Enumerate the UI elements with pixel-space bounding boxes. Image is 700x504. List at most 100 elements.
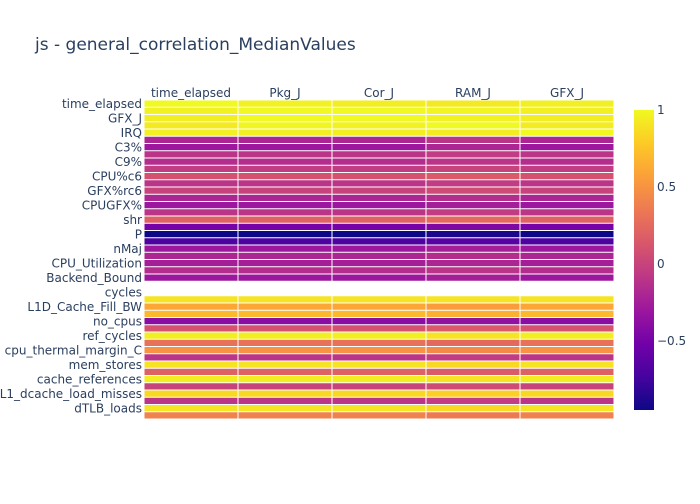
heatmap-cell bbox=[238, 172, 332, 180]
heatmap-cell bbox=[332, 375, 426, 383]
heatmap-cell bbox=[426, 158, 520, 166]
heatmap-cell bbox=[144, 150, 238, 158]
column-label: RAM_J bbox=[455, 86, 491, 100]
heatmap-cell bbox=[238, 346, 332, 354]
row-label: CPUGFX% bbox=[82, 199, 142, 213]
column-labels: time_elapsed Pkg_J Cor_J RAM_J GFX_J bbox=[151, 86, 584, 100]
heatmap-cell bbox=[144, 324, 238, 332]
heatmap-cell bbox=[520, 208, 614, 216]
heatmap-cell bbox=[426, 179, 520, 187]
heatmap-cell bbox=[144, 121, 238, 129]
row-label: shr bbox=[123, 213, 142, 227]
heatmap-cell bbox=[332, 332, 426, 340]
heatmap-cell bbox=[426, 317, 520, 325]
heatmap-cell bbox=[520, 245, 614, 253]
heatmap-cell bbox=[520, 100, 614, 108]
heatmap-cell bbox=[426, 303, 520, 311]
row-label: P bbox=[135, 228, 142, 242]
heatmap-cell bbox=[144, 390, 238, 398]
heatmap-cell bbox=[144, 223, 238, 231]
heatmap-cell bbox=[520, 295, 614, 303]
row-label: ref_cycles bbox=[82, 329, 142, 343]
heatmap-cell bbox=[426, 121, 520, 129]
row-label: IRQ bbox=[121, 126, 142, 140]
heatmap-cell bbox=[144, 194, 238, 202]
colorbar-tick-label: 0.5 bbox=[657, 180, 676, 194]
heatmap-cell bbox=[332, 194, 426, 202]
heatmap-cell bbox=[332, 361, 426, 369]
heatmap-cell bbox=[144, 411, 238, 419]
heatmap-cell bbox=[520, 114, 614, 122]
heatmap-cell bbox=[520, 223, 614, 231]
heatmap-cell bbox=[238, 317, 332, 325]
heatmap-cell bbox=[144, 100, 238, 108]
heatmap-cell bbox=[238, 230, 332, 238]
heatmap-cell bbox=[332, 172, 426, 180]
heatmap-cell bbox=[520, 158, 614, 166]
heatmap-cell bbox=[144, 274, 238, 282]
heatmap-cell bbox=[332, 266, 426, 274]
heatmap-cell bbox=[520, 121, 614, 129]
heatmap-cell bbox=[144, 201, 238, 209]
heatmap-cell bbox=[238, 121, 332, 129]
heatmap-cell bbox=[520, 201, 614, 209]
heatmap-cell bbox=[144, 382, 238, 390]
heatmap-cell bbox=[332, 317, 426, 325]
heatmap-cell bbox=[332, 237, 426, 245]
heatmap-cell bbox=[238, 136, 332, 144]
heatmap-cell bbox=[520, 252, 614, 260]
heatmap-cell bbox=[144, 129, 238, 137]
row-label: cycles bbox=[105, 286, 142, 300]
heatmap-cell bbox=[332, 252, 426, 260]
heatmap-cell bbox=[426, 100, 520, 108]
row-label: L1D_Cache_Fill_BW bbox=[27, 300, 142, 314]
heatmap-cell bbox=[332, 143, 426, 151]
heatmap-cell bbox=[238, 165, 332, 173]
colorbar-tick-label: −0.5 bbox=[657, 334, 686, 348]
heatmap-cell bbox=[238, 194, 332, 202]
heatmap-cell bbox=[426, 187, 520, 195]
heatmap-cell bbox=[144, 266, 238, 274]
row-label: mem_stores bbox=[69, 358, 142, 372]
heatmap-cell bbox=[520, 375, 614, 383]
heatmap-cell bbox=[238, 158, 332, 166]
chart-title: js - general_correlation_MedianValues bbox=[34, 35, 356, 55]
heatmap-cell bbox=[144, 187, 238, 195]
heatmap-cell bbox=[144, 368, 238, 376]
heatmap-cell bbox=[426, 194, 520, 202]
heatmap-cell bbox=[426, 237, 520, 245]
heatmap-cell bbox=[144, 332, 238, 340]
heatmap-cell bbox=[144, 339, 238, 347]
heatmap-cell bbox=[332, 129, 426, 137]
heatmap-cell bbox=[238, 143, 332, 151]
heatmap-cell bbox=[238, 375, 332, 383]
heatmap-cell bbox=[238, 259, 332, 267]
heatmap-cell bbox=[426, 223, 520, 231]
heatmap-cell bbox=[332, 324, 426, 332]
heatmap-cell bbox=[426, 208, 520, 216]
heatmap-cell bbox=[332, 303, 426, 311]
heatmap-cell bbox=[238, 245, 332, 253]
heatmap-cell bbox=[238, 274, 332, 282]
heatmap-cell bbox=[332, 259, 426, 267]
heatmap-cell bbox=[238, 361, 332, 369]
heatmap-cell bbox=[426, 165, 520, 173]
heatmap-cell bbox=[520, 266, 614, 274]
heatmap-cell bbox=[238, 100, 332, 108]
row-label: no_cpus bbox=[93, 315, 142, 329]
heatmap-cell bbox=[332, 274, 426, 282]
heatmap-cell bbox=[520, 310, 614, 318]
heatmap-cell bbox=[238, 179, 332, 187]
heatmap-cell bbox=[426, 404, 520, 412]
heatmap-cell bbox=[332, 114, 426, 122]
heatmap-cell bbox=[520, 150, 614, 158]
heatmap-cell bbox=[238, 266, 332, 274]
row-label: dTLB_loads bbox=[74, 402, 142, 416]
heatmap-cell bbox=[520, 194, 614, 202]
row-label: GFX%rc6 bbox=[87, 184, 142, 198]
heatmap-cell bbox=[426, 216, 520, 224]
heatmap-cell bbox=[238, 390, 332, 398]
heatmap-cell bbox=[332, 368, 426, 376]
heatmap-cell bbox=[520, 303, 614, 311]
